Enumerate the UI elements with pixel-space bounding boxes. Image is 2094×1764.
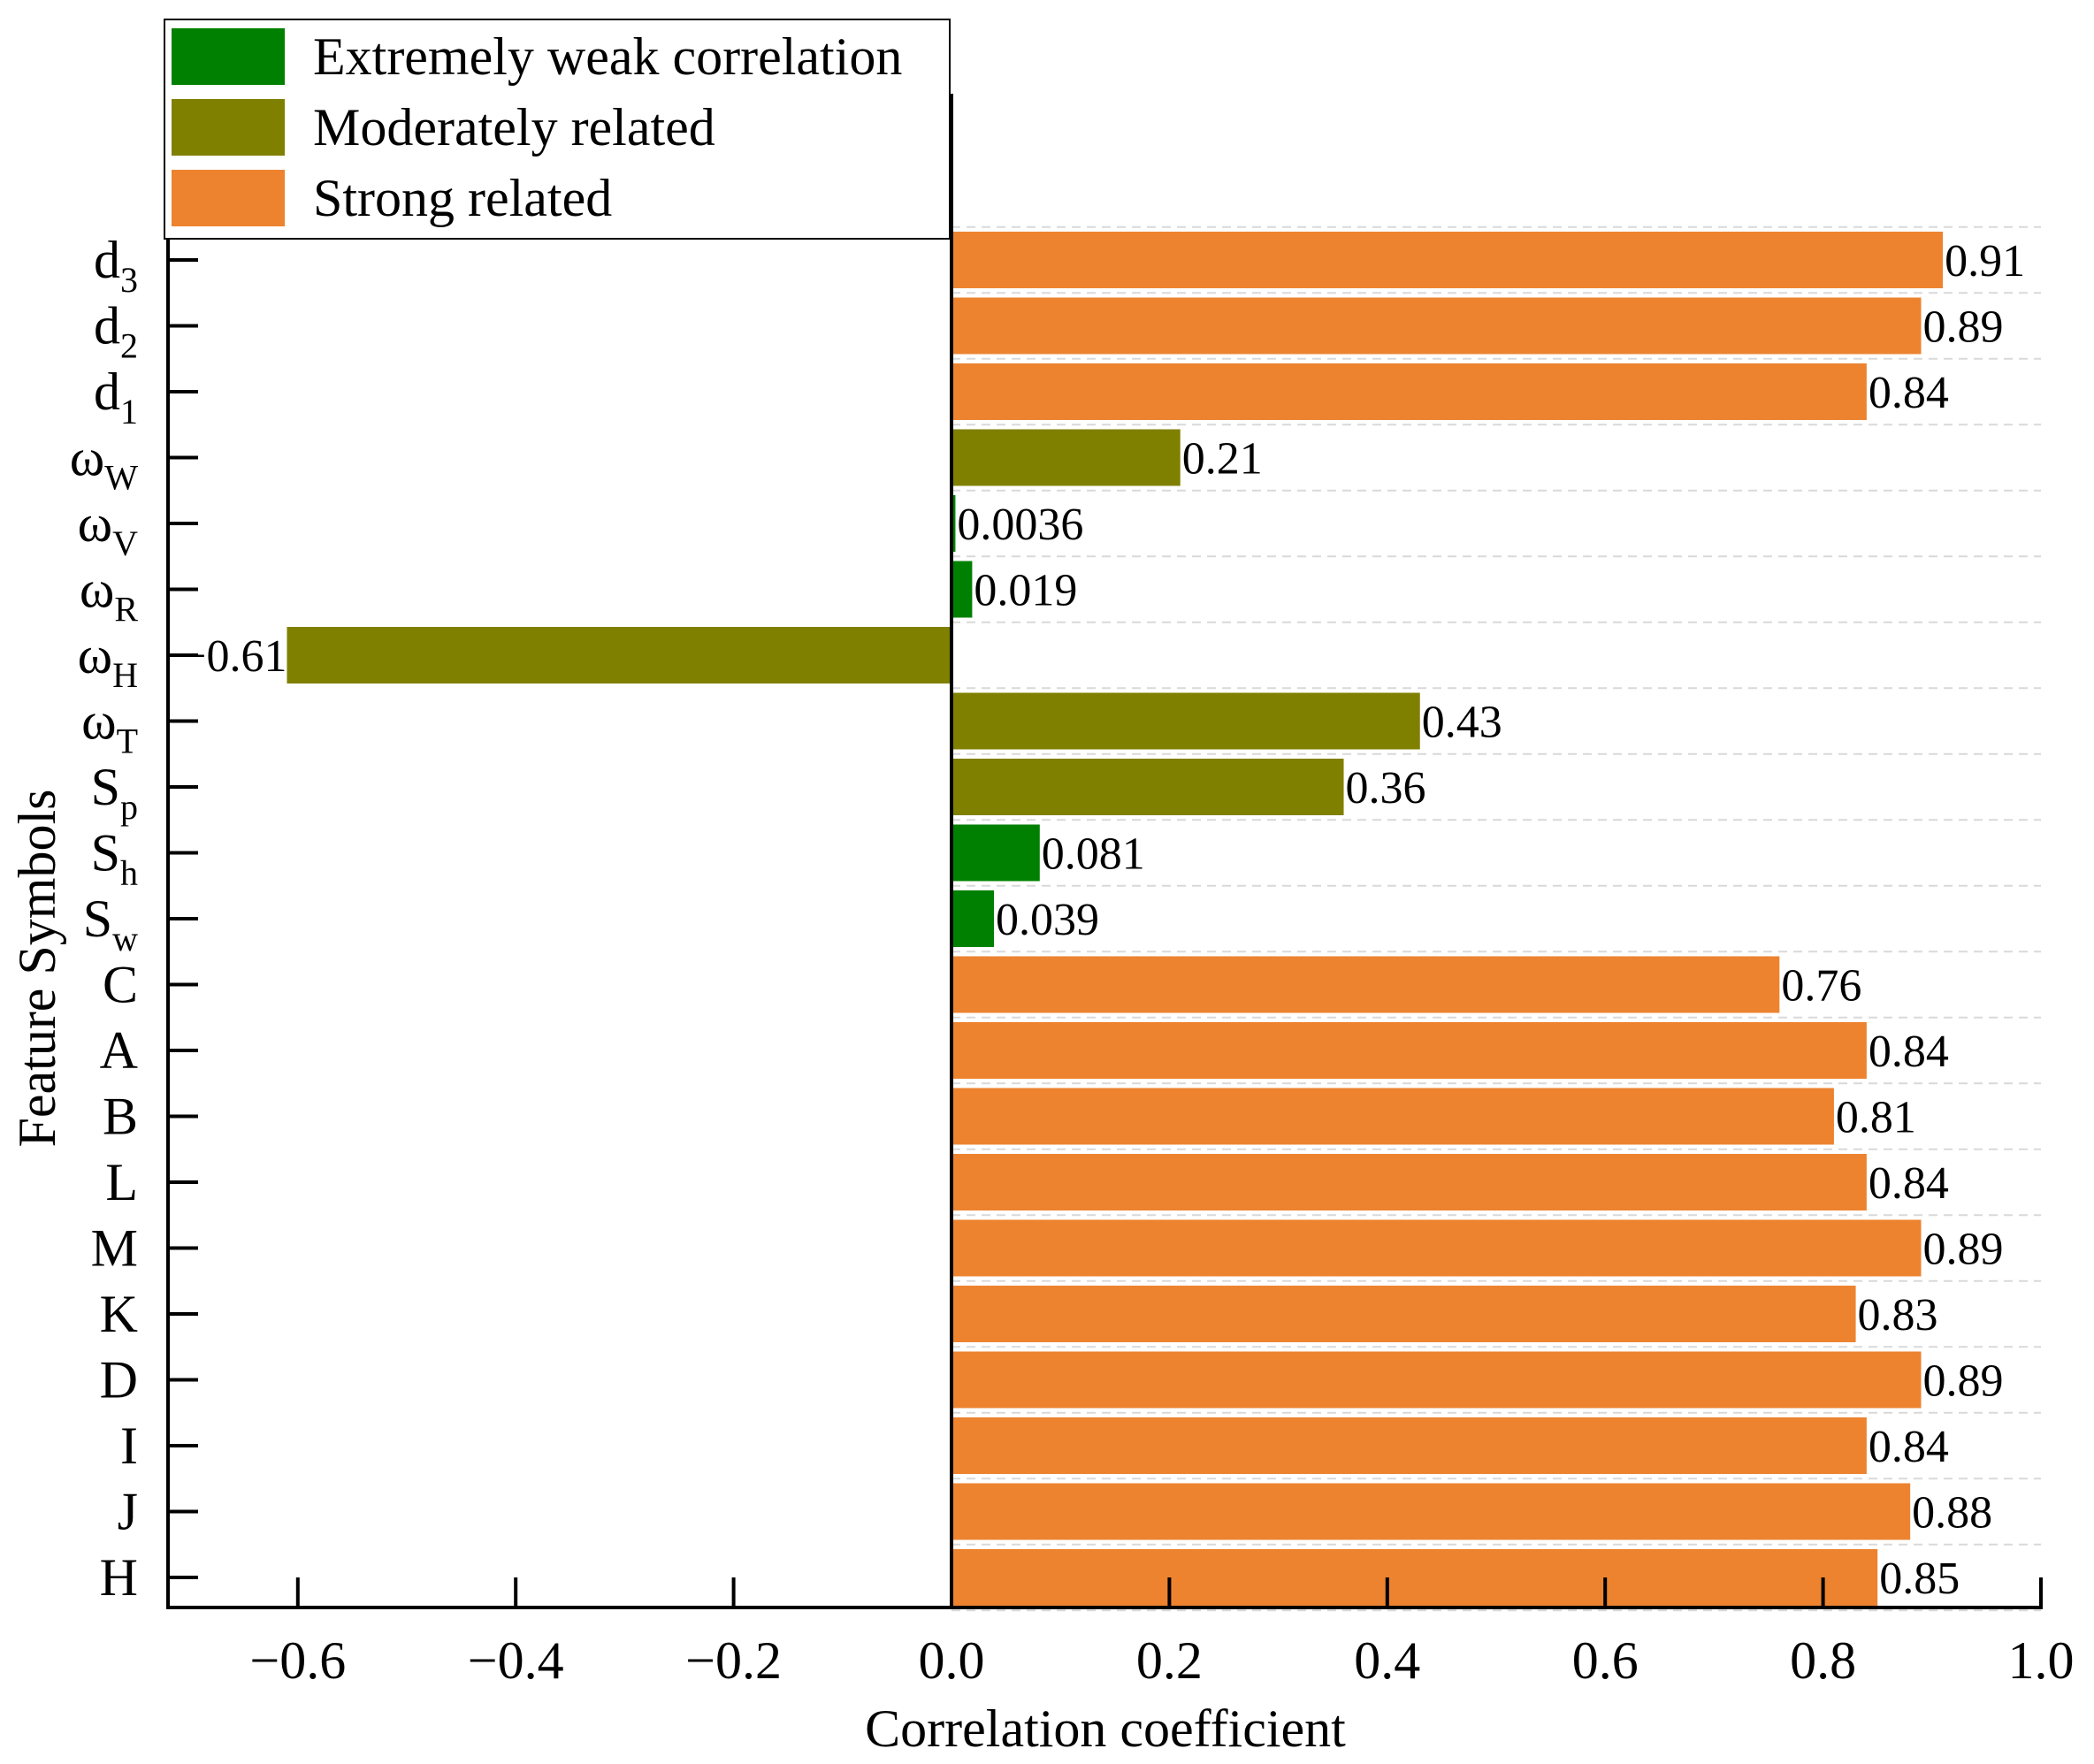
y-tick-label: K xyxy=(100,1285,138,1343)
bar-value-label: 0.43 xyxy=(1422,698,1502,748)
y-tick-label: M xyxy=(91,1219,138,1278)
bar-k xyxy=(951,1286,1856,1342)
bar-value-label: 0.84 xyxy=(1869,1158,1949,1209)
x-axis-ticks: −0.6 −0.4 −0.2 0.0 0.2 0.4 0.6 0.8 1.0 xyxy=(249,1577,2075,1690)
y-tick-label: d2 xyxy=(94,297,138,366)
bar-value-label: 0.36 xyxy=(1346,763,1426,813)
bar-d1 xyxy=(951,363,1867,420)
bar-value-label: −0.61 xyxy=(180,631,287,682)
y-axis-title: Feature Symbols xyxy=(8,790,66,1148)
x-tick-label: −0.2 xyxy=(685,1631,782,1690)
bar-value-label: 0.91 xyxy=(1945,236,2025,286)
y-tick-label: d3 xyxy=(94,231,138,300)
x-tick-label: 0.4 xyxy=(1354,1631,1420,1690)
bar-value-label: 0.039 xyxy=(996,895,1099,945)
grid-lines xyxy=(951,225,2041,1612)
axes xyxy=(166,94,2043,1609)
x-tick-label: −0.4 xyxy=(468,1631,564,1690)
bar-value-label: 0.89 xyxy=(1922,1225,2003,1275)
bar-l xyxy=(951,1154,1867,1210)
bar-ωr xyxy=(951,561,973,618)
bar-ωt xyxy=(951,692,1420,750)
bar-sw xyxy=(951,890,995,947)
bar-ωw xyxy=(951,429,1181,486)
y-tick-label: I xyxy=(120,1417,138,1475)
bar-d2 xyxy=(951,297,1922,355)
bar-b xyxy=(951,1088,1834,1145)
legend-box xyxy=(164,19,951,240)
bar-value-label: 0.84 xyxy=(1869,368,1949,418)
y-tick-label: A xyxy=(100,1021,138,1080)
legend-label-weak: Extremely weak correlation xyxy=(313,27,902,86)
bar-value-label: 0.83 xyxy=(1858,1290,1938,1340)
y-tick-label: ωW xyxy=(70,429,139,498)
bar-value-labels: 0.91 0.89 0.84 0.21 0.0036 0.019 −0.61 0.43 0.36… xyxy=(180,236,2025,1604)
y-tick-label: ωV xyxy=(78,494,139,563)
x-tick-label: −0.6 xyxy=(249,1631,346,1690)
bar-ωh xyxy=(287,627,952,683)
bar-value-label: 0.019 xyxy=(974,566,1077,616)
y-tick-label: L xyxy=(105,1153,138,1211)
y-tick-label: d1 xyxy=(94,363,138,431)
bar-c xyxy=(951,956,1780,1013)
y-tick-label: B xyxy=(103,1088,138,1146)
bar-sh xyxy=(951,824,1040,882)
bar-j xyxy=(951,1483,1911,1540)
y-tick-label: Sp xyxy=(91,758,138,827)
legend-label-strong: Strong related xyxy=(313,169,612,227)
y-tick-label: H xyxy=(100,1548,138,1607)
bar-ωv xyxy=(951,495,956,552)
y-tick-label: Sh xyxy=(91,824,138,893)
x-tick-label: 1.0 xyxy=(2008,1631,2075,1690)
bar-value-label: 0.0036 xyxy=(957,500,1083,550)
bar-d3 xyxy=(951,232,1944,288)
x-axis-title: Correlation coefficient xyxy=(865,1699,1346,1758)
x-tick-label: 0.0 xyxy=(919,1631,985,1690)
bar-value-label: 0.76 xyxy=(1781,961,1861,1012)
x-tick-label: 0.8 xyxy=(1790,1631,1856,1690)
bar-value-label: 0.21 xyxy=(1182,434,1263,485)
legend-swatch-weak xyxy=(172,28,285,85)
bar-sp xyxy=(951,759,1344,815)
y-tick-label: Sw xyxy=(83,890,138,958)
bar-value-label: 0.081 xyxy=(1042,829,1145,880)
bar-value-label: 0.89 xyxy=(1922,302,2003,353)
bar-value-label: 0.88 xyxy=(1912,1488,1992,1539)
y-tick-label: ωH xyxy=(78,626,138,695)
bar-value-label: 0.84 xyxy=(1869,1422,1949,1472)
legend-label-moderate: Moderately related xyxy=(313,98,715,157)
bar-value-label: 0.89 xyxy=(1922,1356,2003,1407)
y-tick-label: ωR xyxy=(80,561,139,630)
bar-value-label: 0.85 xyxy=(1879,1554,1960,1604)
legend-swatch-strong xyxy=(172,170,285,226)
bar-m xyxy=(951,1219,1922,1277)
x-tick-label: 0.6 xyxy=(1572,1631,1639,1690)
legend: Extremely weak correlation Moderately rel… xyxy=(164,19,951,240)
y-tick-label: C xyxy=(103,956,138,1014)
bar-h xyxy=(951,1549,1878,1606)
y-tick-label: D xyxy=(100,1351,138,1409)
y-tick-label: J xyxy=(118,1483,138,1541)
bar-d xyxy=(951,1351,1922,1409)
bar-value-label: 0.84 xyxy=(1869,1027,1949,1077)
legend-swatch-moderate xyxy=(172,99,285,156)
y-tick-label: ωT xyxy=(81,692,138,761)
bars xyxy=(287,232,1944,1606)
x-tick-label: 0.2 xyxy=(1136,1631,1203,1690)
bar-a xyxy=(951,1022,1867,1079)
bar-i xyxy=(951,1417,1867,1474)
bar-value-label: 0.81 xyxy=(1836,1093,1916,1143)
